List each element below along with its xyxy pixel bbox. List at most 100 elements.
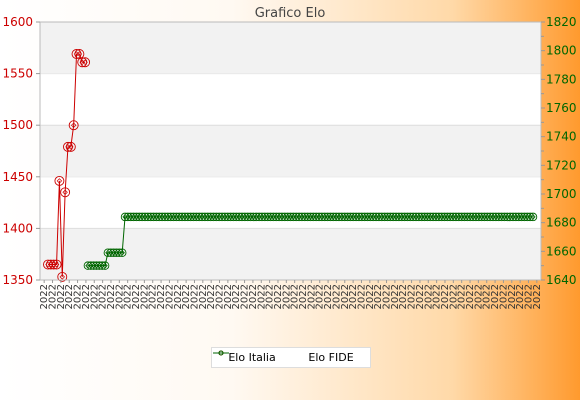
x-axis-tick-label: 2022 [223, 284, 234, 309]
x-axis-tick-label: 2022 [382, 284, 393, 309]
x-axis-tick-label: 2022 [432, 284, 443, 309]
right-axis-tick-label: 1700 [546, 187, 577, 201]
right-axis-tick-label: 1800 [546, 44, 577, 58]
data-point-marker [48, 261, 54, 268]
left-axis-tick-label: 1550 [2, 67, 33, 81]
data-point-marker [68, 144, 74, 150]
legend-label-elo-italia: Elo Italia [228, 351, 276, 364]
x-axis-tick-label: 2022 [181, 284, 192, 309]
data-point [51, 259, 62, 270]
x-axis-tick-label: 2022 [515, 284, 526, 309]
x-axis-tick-label: 2022 [490, 284, 501, 309]
data-point [80, 57, 91, 68]
grid-band [40, 228, 541, 280]
data-point-marker [56, 178, 63, 184]
x-axis-tick-label: 2022 [440, 284, 451, 309]
x-axis-tick-label: 2022 [306, 284, 317, 309]
right-axis-tick-label: 1680 [546, 216, 577, 230]
right-axis-tick-label: 1820 [546, 15, 577, 29]
grid-bands [40, 21, 541, 280]
x-axis-tick-label: 2022 [290, 284, 301, 309]
left-y-axis: 1350 1400 1450 1500 1550 1600 [2, 15, 40, 287]
data-point [63, 141, 73, 152]
x-axis-tick-label: 2022 [298, 284, 309, 309]
right-axis-tick-label: 1640 [546, 273, 577, 287]
x-axis-tick-label: 2022 [231, 284, 242, 309]
x-axis-tick-label: 2022 [114, 284, 125, 309]
x-axis-tick-label: 2022 [265, 284, 276, 309]
x-axis-tick-label: 2022 [532, 284, 543, 309]
x-axis-tick-label: 2022 [123, 284, 134, 309]
series-elo-fide [83, 212, 538, 270]
x-axis-tick-label: 2022 [64, 284, 75, 309]
x-axis-tick-label: 2022 [315, 284, 326, 309]
x-axis-tick-label: 2022 [48, 284, 59, 309]
x-axis-tick-label: 2022 [106, 284, 117, 309]
legend-item-elo-italia: Elo Italia [213, 350, 276, 364]
x-axis-tick-label: 2022 [348, 284, 359, 309]
x-axis-tick-label: 2022 [148, 284, 159, 309]
data-point [525, 212, 535, 222]
x-axis-tick-label: 2022 [256, 284, 267, 309]
data-point-marker [70, 122, 77, 128]
data-point [57, 271, 68, 282]
data-point [54, 175, 65, 186]
series-elo-italia [43, 49, 91, 282]
grid-band [40, 125, 541, 177]
chart-title: Grafico Elo [255, 6, 326, 21]
x-axis-tick-label: 2022 [482, 284, 493, 309]
x-axis-tick-label: 2022 [523, 284, 534, 309]
legend-label-elo-fide: Elo FIDE [308, 351, 354, 364]
x-axis-tick-label: 2022 [173, 284, 184, 309]
data-point [528, 212, 538, 222]
x-axis-tick-label: 2022 [448, 284, 459, 309]
x-axis-tick-label: 2022 [198, 284, 209, 309]
data-point [115, 248, 124, 258]
x-axis-tick-label: 2022 [498, 284, 509, 309]
x-axis-tick-label: 2022 [473, 284, 484, 309]
data-point [100, 261, 110, 270]
x-axis-tick-label: 2022 [248, 284, 259, 309]
right-axis-tick-label: 1660 [546, 244, 577, 258]
x-axis-tick-label: 2022 [56, 284, 67, 309]
x-axis-tick-label: 2022 [507, 284, 518, 309]
x-axis-tick-label: 2022 [73, 284, 84, 309]
x-axis: 2022202220222022202220222022202220222022… [39, 280, 543, 309]
data-point [117, 248, 127, 258]
data-point-marker [530, 214, 536, 220]
grid-band [40, 22, 541, 74]
x-axis-tick-label: 2022 [156, 284, 167, 309]
data-point-marker [76, 51, 83, 57]
x-axis-tick-label: 2022 [206, 284, 217, 309]
right-axis-tick-label: 1760 [546, 101, 577, 115]
x-axis-tick-label: 2022 [323, 284, 334, 309]
x-axis-tick-label: 2022 [356, 284, 367, 309]
data-point [60, 187, 71, 198]
legend: Elo Italia Elo FIDE [211, 347, 371, 368]
series-line [87, 216, 533, 267]
x-axis-tick-label: 2022 [98, 284, 109, 309]
x-axis-tick-label: 2022 [39, 284, 50, 309]
data-point-marker [65, 144, 71, 150]
data-point-marker [79, 59, 85, 65]
right-axis-tick-label: 1740 [546, 130, 577, 144]
x-axis-tick-label: 2022 [331, 284, 342, 309]
data-point-marker [82, 59, 88, 65]
x-axis-tick-label: 2022 [164, 284, 175, 309]
right-axis-tick-label: 1780 [546, 72, 577, 86]
data-point-marker [59, 274, 65, 280]
x-axis-tick-label: 2022 [398, 284, 409, 309]
x-axis-tick-label: 2022 [457, 284, 468, 309]
left-axis-tick-label: 1500 [2, 118, 33, 132]
legend-item-elo-fide: Elo FIDE [213, 350, 354, 364]
data-point [71, 49, 82, 59]
left-axis-tick-label: 1450 [2, 170, 33, 184]
x-axis-tick-label: 2022 [81, 284, 92, 309]
data-point-marker [73, 51, 80, 57]
x-axis-tick-label: 2022 [89, 284, 100, 309]
data-point-marker [119, 250, 125, 256]
x-axis-tick-label: 2022 [215, 284, 226, 309]
left-axis-tick-label: 1350 [2, 273, 33, 287]
